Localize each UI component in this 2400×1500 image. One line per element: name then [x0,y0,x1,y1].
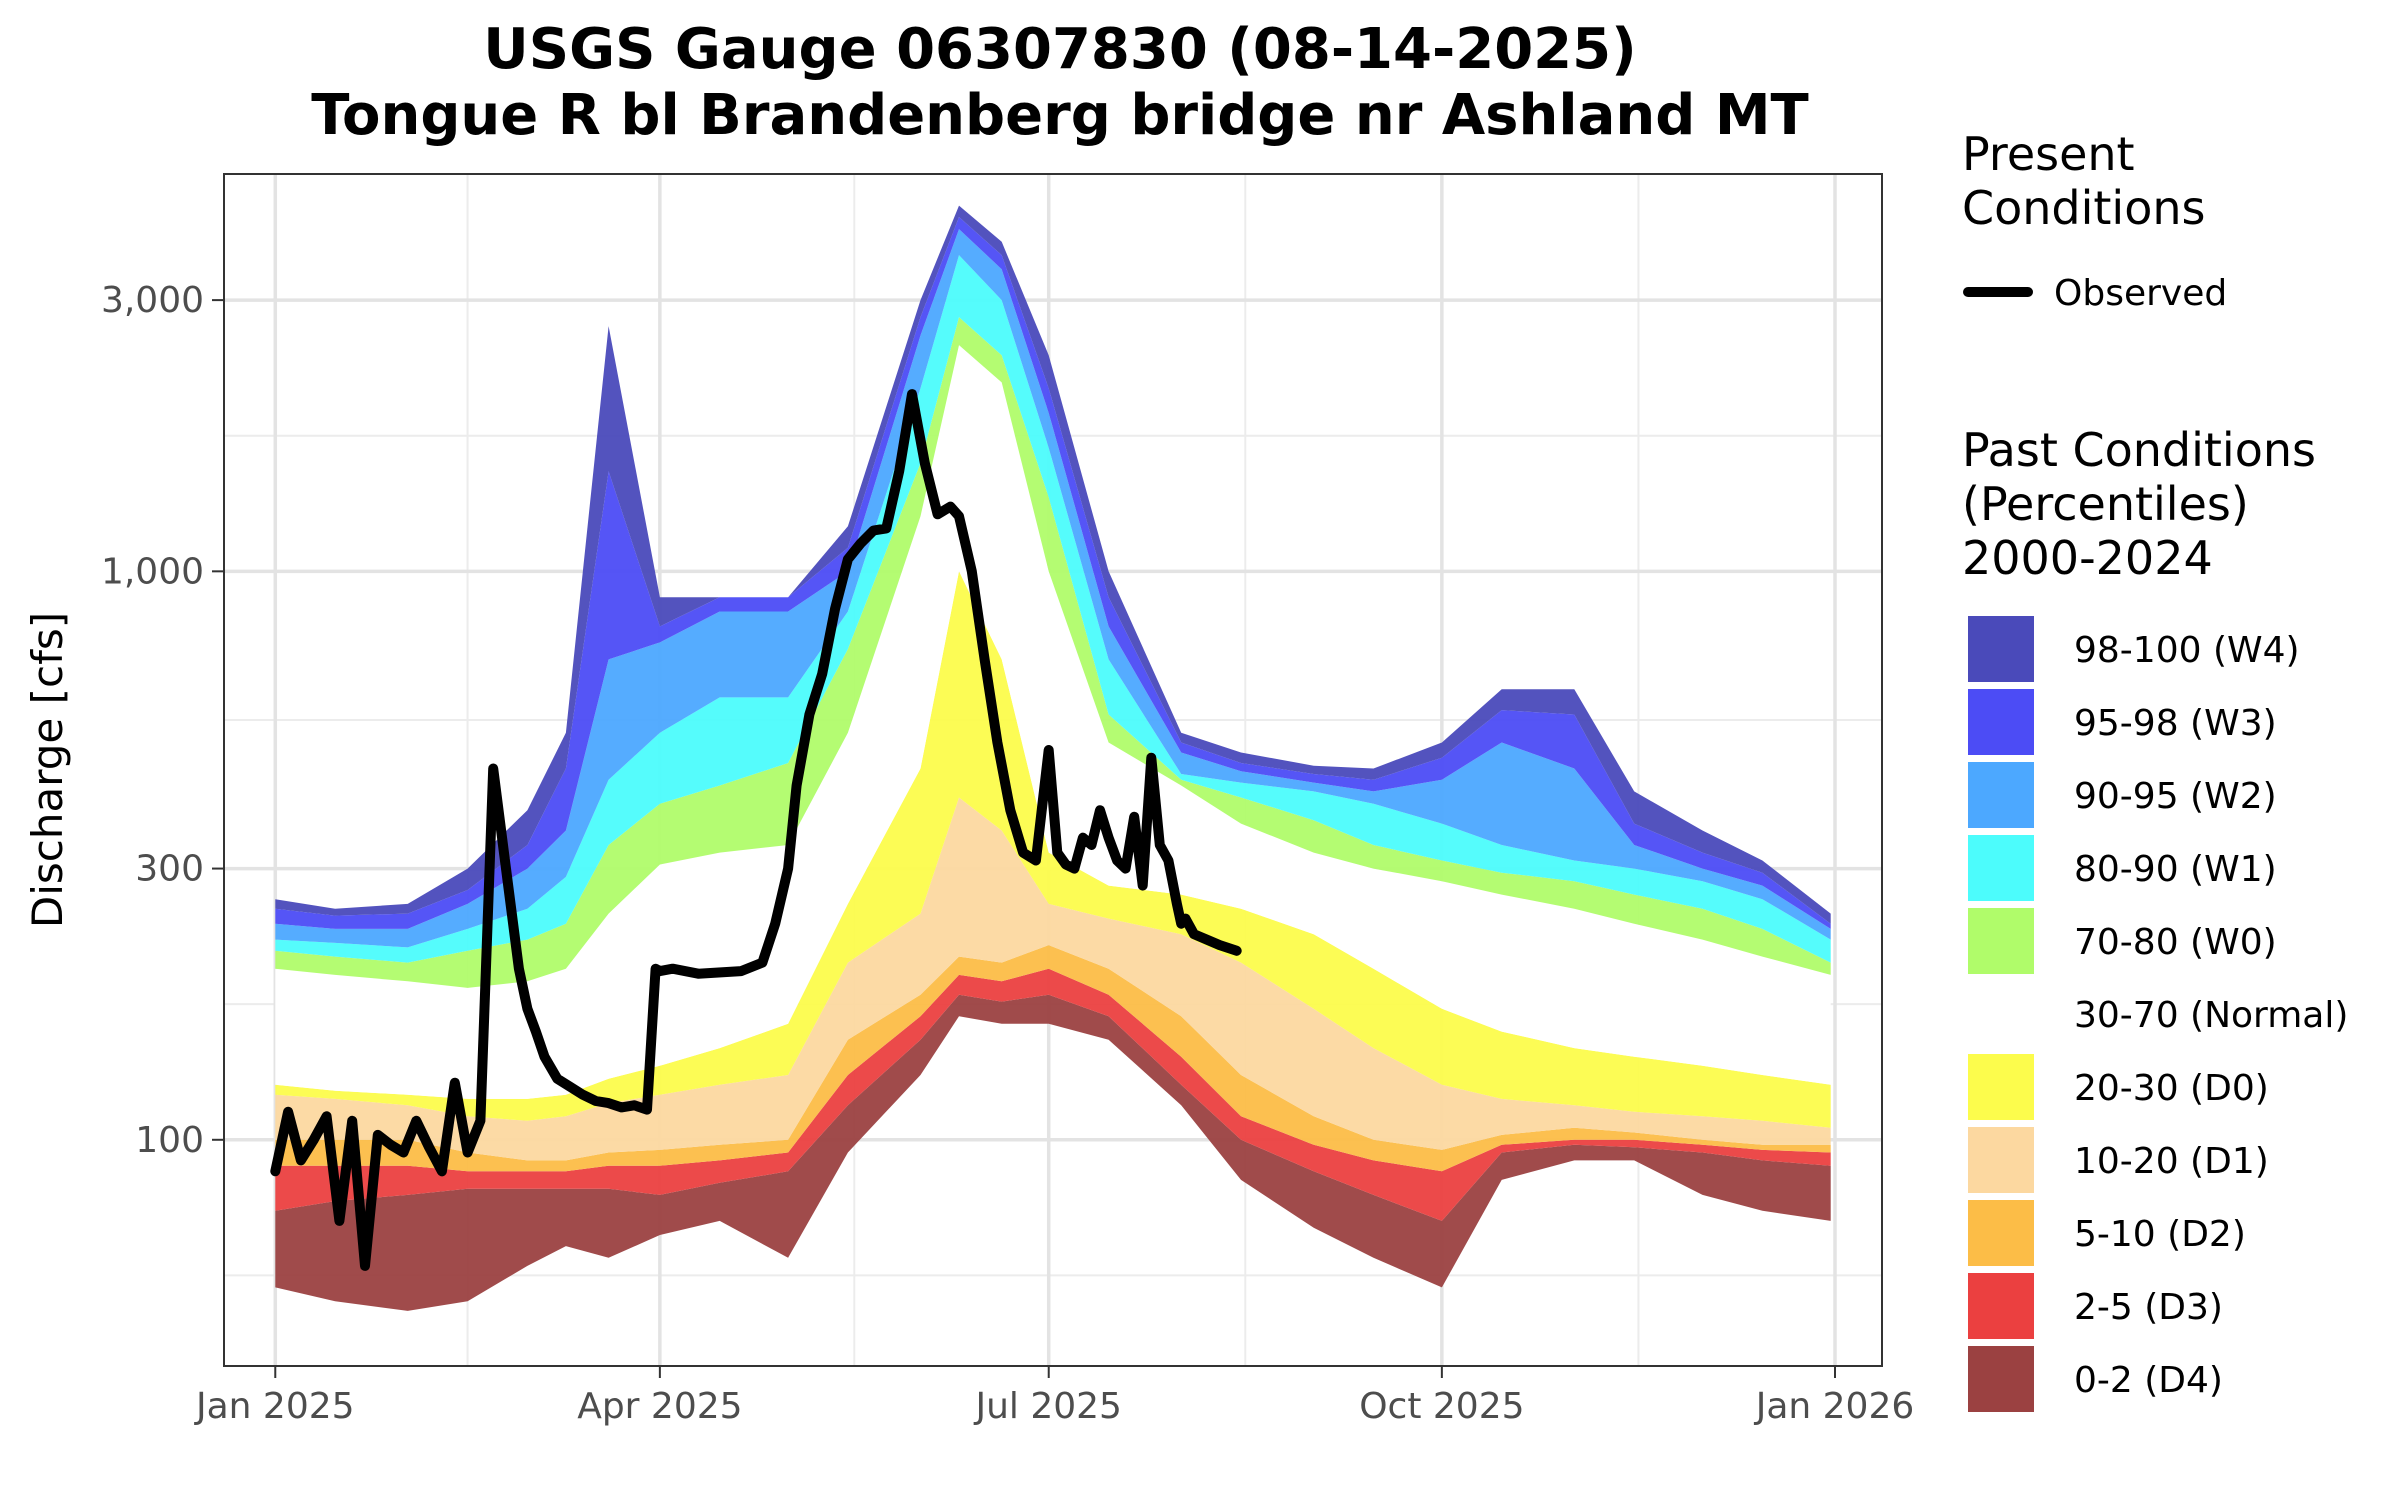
plot-border [223,173,1883,1367]
x-tick-label: Jan 2026 [1754,1386,1915,1427]
band-w3 [275,217,1831,929]
legend-present-title-line-2: Conditions [1962,181,2205,235]
y-tick-label: 300 [135,849,204,890]
x-tick-label: Jan 2025 [194,1386,355,1427]
legend-past-title-line-2: (Percentiles) [1962,477,2249,531]
y-axis-ticks: 100 300 1,000 3,000 [101,280,224,1161]
y-axis-title: Discharge [cfs] [23,612,72,928]
x-tick-label: Jul 2025 [973,1386,1122,1427]
legend-swatch [1968,908,2034,974]
observed-series [270,389,1242,1271]
band-d1 [275,797,1831,1161]
band-w1 [275,255,1831,963]
y-tick-label: 100 [135,1120,204,1161]
legend-past-title-line-3: 2000-2024 [1962,531,2213,585]
x-tick-label: Oct 2025 [1359,1386,1524,1427]
legend-swatch [1968,689,2034,755]
y-tick-label: 1,000 [101,551,204,592]
y-tick-label: 3,000 [101,280,204,321]
band-w2 [275,229,1831,948]
legend-swatch [1968,1054,2034,1120]
legend-swatch [1968,616,2034,682]
band-d0 [275,571,1831,1128]
legend-label: 5-10 (D2) [2074,1214,2246,1255]
legend-label: 30-70 (Normal) [2074,995,2348,1036]
legend-label: 0-2 (D4) [2074,1360,2223,1401]
legend-items: 98-100 (W4) 95-98 (W3) 90-95 (W2) 80-90 (W1… [1968,616,2348,1412]
band-d4 [275,994,1831,1311]
x-tick-label: Apr 2025 [577,1386,742,1427]
legend-swatch [1968,1200,2034,1266]
legend-label: 80-90 (W1) [2074,849,2277,890]
legend-label: 98-100 (W4) [2074,630,2300,671]
chart-title-line-2: Tongue R bl Brandenberg bridge nr Ashlan… [311,83,1809,148]
legend-label: 20-30 (D0) [2074,1068,2269,1109]
legend-swatch [1968,1273,2034,1339]
band-w4 [275,205,1831,924]
chart-title-line-1: USGS Gauge 06307830 (08-14-2025) [483,17,1636,82]
percentile-bands [275,205,1831,1311]
legend-swatch [1968,981,2034,1047]
observed-line [270,389,1242,1271]
legend: Present Conditions Observed Past Conditi… [1962,127,2348,1412]
legend-swatch [1968,1127,2034,1193]
legend-swatch [1968,762,2034,828]
x-axis-ticks: Jan 2025 Apr 2025 Jul 2025 Oct 2025 Jan 2026 [194,1366,1914,1427]
legend-swatch [1968,835,2034,901]
legend-label: 2-5 (D3) [2074,1287,2223,1328]
legend-present-title-line-1: Present [1962,127,2135,181]
legend-observed-label: Observed [2054,273,2227,314]
legend-label: 95-98 (W3) [2074,703,2277,744]
chart-title: USGS Gauge 06307830 (08-14-2025) Tongue … [311,17,1809,148]
band-normal [275,345,1831,1099]
legend-swatch [1968,1346,2034,1412]
legend-label: 90-95 (W2) [2074,776,2277,817]
legend-label: 70-80 (W0) [2074,922,2277,963]
band-w0 [275,317,1831,988]
legend-label: 10-20 (D1) [2074,1141,2269,1182]
legend-past-title-line-1: Past Conditions [1962,423,2316,477]
